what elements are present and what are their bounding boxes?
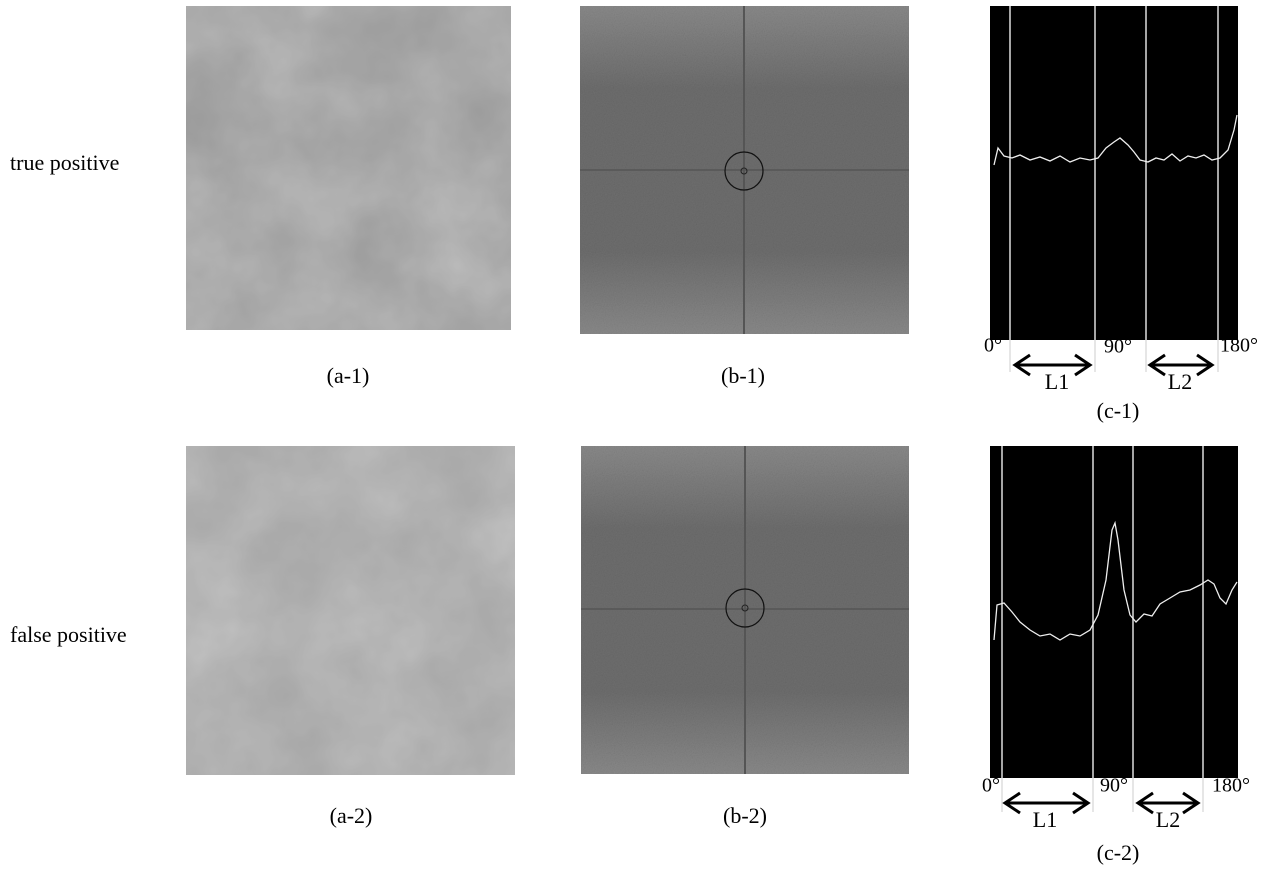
spectrum-image (580, 6, 909, 334)
range-label: L2 (1168, 369, 1192, 394)
angle-label: 90° (1100, 775, 1128, 797)
caption: (b-2) (723, 803, 767, 828)
angle-label: 180° (1220, 335, 1258, 357)
range-label: L1 (1045, 369, 1069, 394)
mammogram-image (186, 6, 511, 330)
angle-profile: 0° 90° 180° L1 L2 (984, 6, 1258, 394)
mammogram-image (186, 446, 515, 775)
caption: (c-1) (1097, 398, 1140, 423)
angle-label: 0° (984, 335, 1002, 357)
caption: (b-1) (721, 363, 765, 388)
row-label: true positive (10, 150, 119, 175)
angle-label: 0° (982, 775, 1000, 797)
caption: (c-2) (1097, 840, 1140, 865)
range-label: L2 (1156, 807, 1180, 832)
angle-label: 180° (1212, 775, 1250, 797)
figure: true positive 0° 90° 180° L1 L2 (a-1) (b… (0, 0, 1267, 870)
row-label: false positive (10, 622, 127, 647)
caption: (a-2) (330, 803, 373, 828)
angle-label: 90° (1104, 336, 1132, 358)
range-label: L1 (1033, 807, 1057, 832)
angle-profile: 0° 90° 180° L1 L2 (982, 446, 1250, 832)
caption: (a-1) (327, 363, 370, 388)
spectrum-image (581, 446, 909, 774)
